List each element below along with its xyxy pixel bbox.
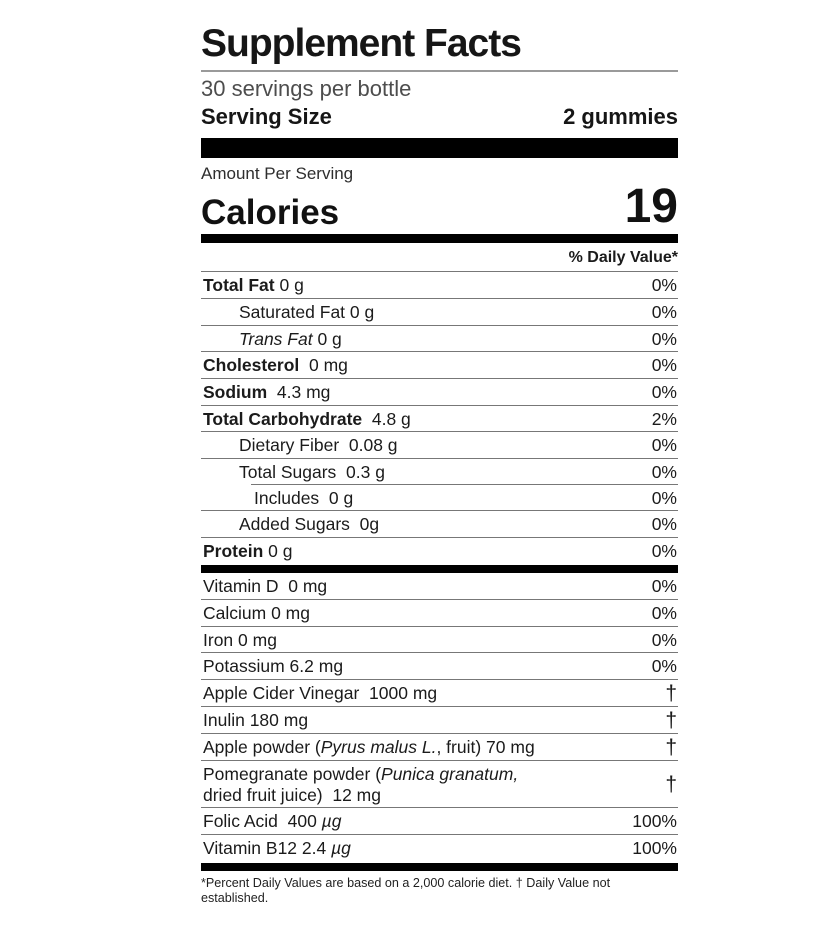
nutrient-row-inulin: Inulin 180 mg † (201, 707, 678, 735)
nutrient-name: Potassium 6.2 mg (203, 656, 344, 677)
daily-value: 100% (632, 837, 677, 858)
nutrient-row-iron: Iron 0 mg 0% (201, 627, 678, 654)
supplement-facts-panel: Supplement Facts 30 servings per bottle … (201, 22, 678, 906)
daily-value: 0% (651, 302, 677, 323)
calories-divider-bar (201, 234, 678, 244)
nutrient-row-protein: Protein 0 g 0% (201, 538, 678, 564)
calories-label: Calories (201, 193, 340, 233)
nutrient-name: Apple powder (Pyrus malus L., fruit) 70 … (203, 737, 535, 758)
nutrient-row-dietary-fiber: Dietary Fiber 0.08 g 0% (201, 432, 678, 459)
daily-value: 0% (651, 381, 677, 402)
nutrient-row-sodium: Sodium 4.3 mg 0% (201, 379, 678, 406)
daily-value: 100% (632, 811, 677, 832)
nutrient-row-apple-cider-vinegar: Apple Cider Vinegar 1000 mg † (201, 680, 678, 708)
amount-per-serving-label: Amount Per Serving (201, 163, 354, 183)
nutrient-row-vitamin-d: Vitamin D 0 mg 0% (201, 573, 678, 601)
daily-value: 0% (651, 275, 677, 296)
daily-value: 0% (651, 461, 677, 482)
header-divider-bar (201, 137, 678, 158)
daily-value: † (665, 709, 677, 733)
nutrient-row-includes: Includes 0 g 0% (201, 485, 678, 512)
nutrient-name: Vitamin B12 2.4 µg (203, 837, 351, 858)
nutrient-name: Inulin 180 mg (203, 710, 309, 731)
daily-value: 0% (651, 629, 677, 650)
nutrient-name: Total Fat 0 g (203, 275, 304, 296)
daily-value: 0% (651, 435, 677, 456)
daily-value: 0% (651, 540, 677, 561)
daily-value: 0% (651, 514, 677, 535)
nutrient-row-total-sugars: Total Sugars 0.3 g 0% (201, 459, 678, 485)
nutrient-name: Dietary Fiber 0.08 g (239, 435, 398, 456)
nutrient-name: Sodium 4.3 mg (203, 381, 331, 402)
nutrient-row-total-carbohydrate: Total Carbohydrate 4.8 g 2% (201, 406, 678, 433)
nutrient-row-pomegranate-powder: Pomegranate powder (Punica granatum, drie… (201, 761, 678, 809)
nutrient-row-potassium: Potassium 6.2 mg 0% (201, 653, 678, 681)
nutrient-name: Protein 0 g (203, 540, 293, 561)
daily-value: 0% (651, 487, 677, 508)
calories-value: 19 (624, 180, 678, 234)
nutrient-name: Includes 0 g (254, 487, 354, 508)
daily-value: 0% (651, 603, 677, 624)
serving-size-value: 2 gummies (563, 104, 678, 130)
nutrient-row-trans-fat: Trans Fat 0 g 0% (201, 326, 678, 353)
nutrient-name: Total Carbohydrate 4.8 g (203, 408, 411, 429)
serving-size-row: Serving Size 2 gummies (201, 104, 678, 130)
daily-value: 0% (651, 328, 677, 349)
nutrient-row-calcium: Calcium 0 mg 0% (201, 600, 678, 627)
nutrient-name: Cholesterol 0 mg (203, 355, 348, 376)
nutrient-name: Folic Acid 400 µg (203, 811, 342, 832)
nutrient-name: Vitamin D 0 mg (203, 576, 328, 597)
daily-value: 0% (651, 355, 677, 376)
nutrient-name: Trans Fat 0 g (239, 328, 342, 349)
nutrient-row-vitamin-b12: Vitamin B12 2.4 µg 100% (201, 835, 678, 861)
nutrient-row-saturated-fat: Saturated Fat 0 g 0% (201, 299, 678, 326)
nutrient-row-folic-acid: Folic Acid 400 µg 100% (201, 808, 678, 835)
daily-value: † (665, 682, 677, 706)
nutrient-name: Iron 0 mg (203, 629, 277, 650)
calories-row: Calories 19 (201, 180, 678, 234)
title-divider (201, 69, 678, 72)
daily-value: † (665, 773, 677, 797)
servings-per-bottle: 30 servings per bottle (201, 75, 412, 101)
section-divider-bar (201, 565, 678, 574)
nutrient-row-cholesterol: Cholesterol 0 mg 0% (201, 352, 678, 379)
section-divider-bar (201, 862, 678, 871)
nutrient-name: Pomegranate powder (Punica granatum, drie… (203, 764, 519, 805)
nutrient-name: Total Sugars 0.3 g (239, 461, 385, 482)
daily-value: 0% (651, 656, 677, 677)
nutrient-row-apple-powder: Apple powder (Pyrus malus L., fruit) 70 … (201, 734, 678, 762)
nutrient-row-total-fat: Total Fat 0 g 0% (201, 272, 678, 300)
nutrient-rows: Total Fat 0 g 0% Saturated Fat 0 g 0% Trans … (201, 272, 678, 871)
nutrient-name: Calcium 0 mg (203, 603, 310, 624)
daily-value-header: % Daily Value* (201, 243, 678, 273)
footnote: *Percent Daily Values are based on a 2,0… (201, 875, 611, 905)
serving-size-label: Serving Size (201, 104, 332, 130)
nutrient-row-added-sugars: Added Sugars 0g 0% (201, 511, 678, 538)
daily-value: 0% (651, 576, 677, 597)
nutrient-name: Saturated Fat 0 g (239, 302, 375, 323)
daily-value: 2% (651, 408, 677, 429)
nutrient-name: Added Sugars 0g (239, 514, 380, 535)
panel-title: Supplement Facts (201, 22, 522, 65)
daily-value: † (665, 736, 677, 760)
nutrient-name: Apple Cider Vinegar 1000 mg (203, 683, 438, 704)
